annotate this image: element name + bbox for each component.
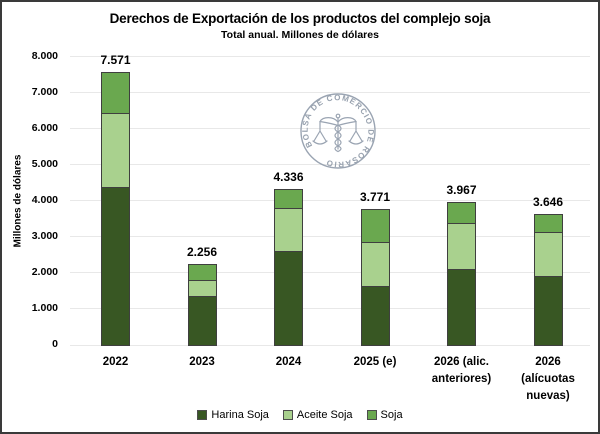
x-axis-label: 2026 (alic. anteriores) [431, 356, 492, 385]
y-tick-label: 7.000 [31, 85, 58, 98]
x-axis-label: 2022 [102, 356, 129, 368]
gridline-6.000 [70, 128, 590, 130]
y-tick-label: 0 [52, 338, 58, 350]
gridline-8.000 [70, 56, 590, 57]
bar-segment-soja-2026-al-cuotas-nuevas- [533, 213, 563, 234]
watermark-outer-circle [300, 93, 376, 169]
legend-item-aceite-soja: Aceite Soja [282, 409, 353, 421]
legend-label: Harina Soja [211, 409, 269, 421]
gridline-1.000 [70, 308, 590, 310]
bar-segment-aceite-soja-2023 [187, 280, 217, 298]
chart-title: Derechos de Exportación de los productos… [109, 11, 491, 26]
bar-segment-harina-soja-2025-e- [360, 285, 390, 346]
bar-segment-aceite-soja-2025-e- [360, 242, 390, 287]
gridline-3.000 [70, 236, 590, 238]
legend-item-soja: Soja [366, 409, 403, 421]
gridline-7.000 [70, 92, 590, 94]
scale-right-icon [348, 121, 364, 145]
chart-subtitle: Total anual. Millones de dólares [221, 29, 379, 41]
y-tick-label: 3.000 [31, 229, 58, 242]
x-axis-label: 2026 (alícuotas nuevas) [521, 356, 575, 402]
x-axis-label: 2024 [275, 356, 302, 368]
gridline-5.000 [70, 164, 590, 166]
y-tick-label: 5.000 [31, 157, 58, 170]
bar-total-label: 3.646 [532, 194, 564, 209]
bcr-logo-watermark: BOLSA DE COMERCIO DE ROSARIO [300, 93, 376, 169]
y-tick-label: 8.000 [31, 49, 58, 62]
bar-segment-soja-2026-alic-anteriores- [447, 201, 476, 225]
bar-segment-harina-soja-2026-alic-anteriores- [447, 269, 476, 346]
bar-total-label: 3.967 [446, 182, 477, 197]
legend-marker-soja [366, 410, 377, 420]
legend: Harina Soja Aceite Soja Soja [2, 409, 598, 421]
bar-segment-harina-soja-2023 [187, 296, 217, 346]
bar-segment-aceite-soja-2026-al-cuotas-nuevas- [533, 232, 563, 277]
legend-label: Soja [380, 409, 403, 421]
x-axis-label: 2025 (e) [353, 356, 397, 368]
legend-marker-aceite-soja [282, 410, 293, 420]
bar-segment-aceite-soja-2026-alic-anteriores- [447, 223, 476, 271]
legend-marker-harina-soja [197, 410, 208, 420]
bar-segment-harina-soja-2022 [101, 187, 130, 346]
bar-segment-harina-soja-2026-al-cuotas-nuevas- [533, 275, 563, 346]
gridline-2.000 [70, 272, 590, 274]
gridline-4.000 [70, 200, 590, 202]
bar-total-label: 4.336 [273, 169, 304, 184]
bar-total-label: 2.256 [186, 244, 218, 259]
y-tick-label: 6.000 [31, 121, 58, 134]
bar-segment-aceite-soja-2022 [101, 112, 130, 189]
bar-segment-harina-soja-2024 [274, 250, 303, 346]
bar-segment-soja-2023 [187, 263, 217, 282]
gridline-0 [70, 344, 590, 346]
x-axis-label: 2023 [189, 356, 215, 368]
scale-left-icon [312, 121, 328, 145]
y-tick-label: 2.000 [31, 265, 58, 278]
bar-total-label: 3.771 [359, 190, 391, 204]
bar-segment-soja-2024 [274, 188, 303, 210]
y-tick-label: 1.000 [31, 301, 58, 314]
legend-item-harina-soja: Harina Soja [197, 409, 269, 421]
legend-label: Aceite Soja [296, 409, 353, 421]
bar-total-label: 7.571 [100, 52, 131, 67]
bar-segment-aceite-soja-2024 [274, 208, 303, 252]
caduceus-icon [319, 113, 357, 153]
bar-segment-soja-2025-e- [360, 209, 390, 244]
y-tick-label: 4.000 [31, 193, 58, 206]
bar-segment-soja-2022 [101, 71, 130, 114]
